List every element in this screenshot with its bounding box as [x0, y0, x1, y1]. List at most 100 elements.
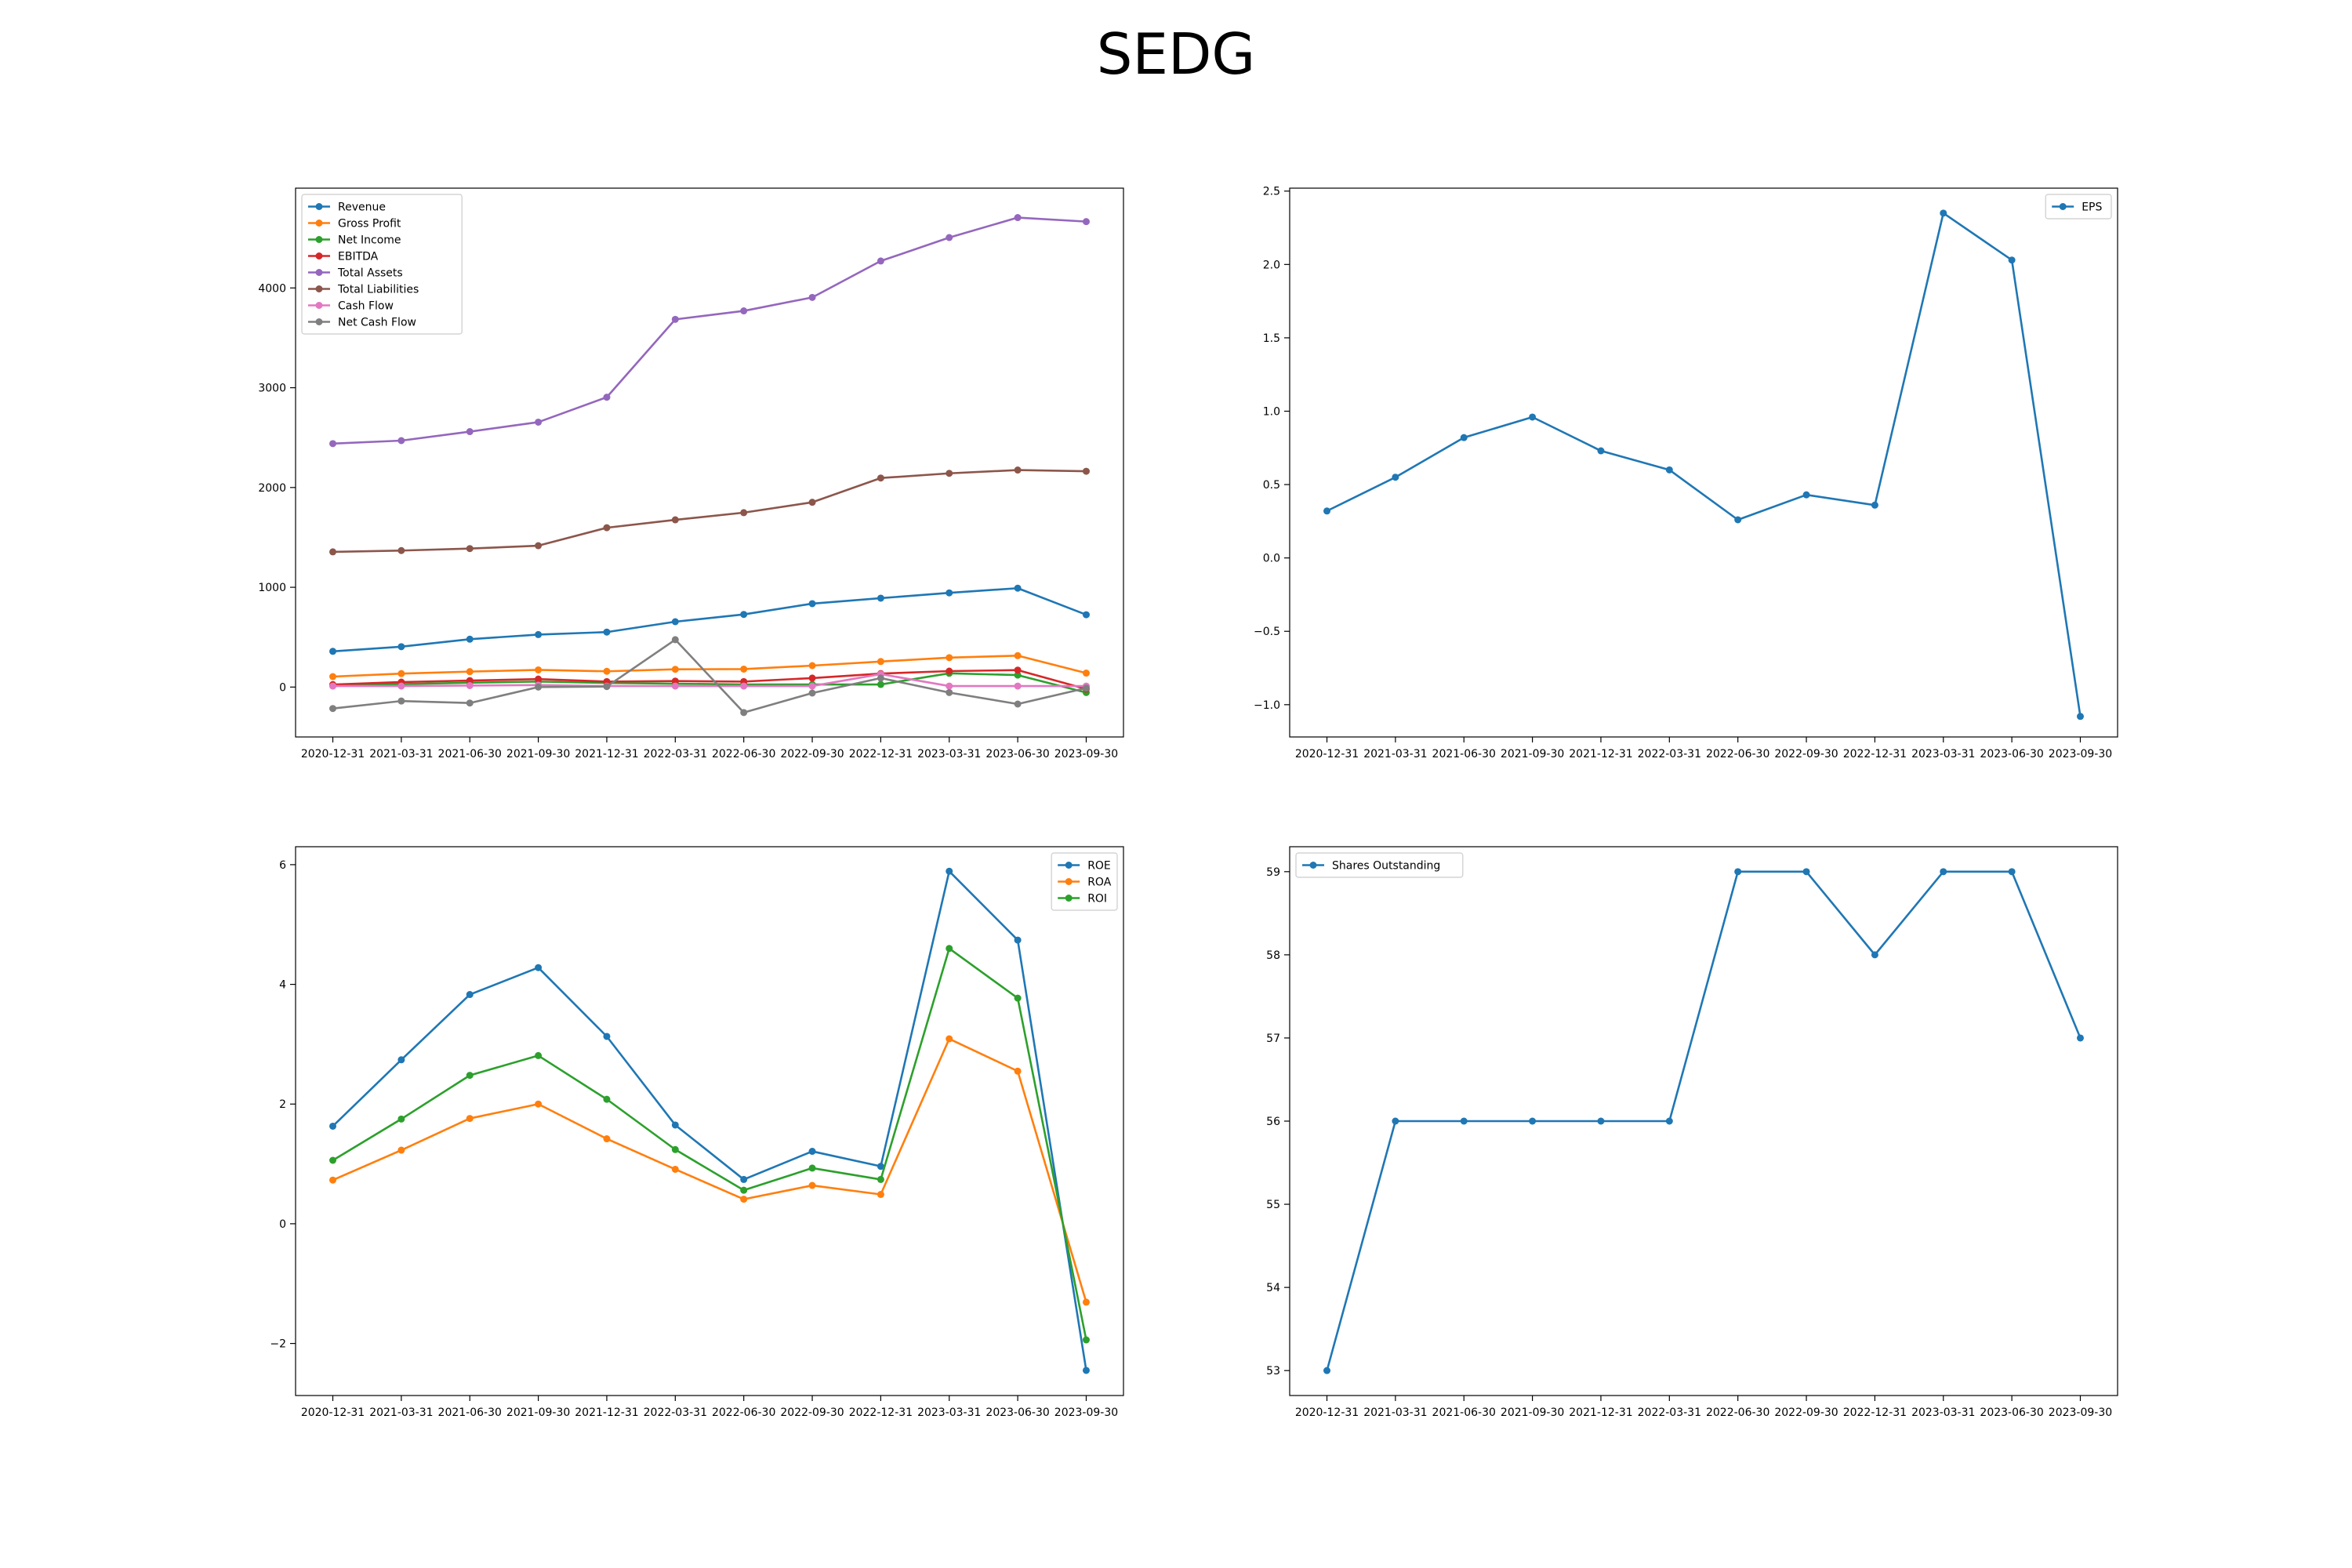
data-point	[808, 600, 816, 608]
data-point	[603, 1095, 611, 1103]
y-tick-label: 3000	[258, 383, 286, 395]
charts-group: 2020-12-31 2021-03-31 2021-06-30 2021-09-30…	[258, 186, 2118, 1419]
data-point	[671, 636, 679, 644]
data-point	[466, 635, 474, 643]
data-point	[877, 257, 884, 265]
legend-label: Cash Flow	[338, 300, 394, 313]
x-tick-label: 2023-03-31	[1911, 748, 1975, 760]
data-point	[466, 1115, 474, 1123]
data-point	[1082, 467, 1090, 475]
series-line	[332, 586, 1087, 653]
legend-marker	[315, 285, 323, 292]
data-point	[535, 666, 543, 673]
data-point	[329, 705, 337, 713]
data-point	[946, 688, 953, 696]
data-point	[808, 1148, 816, 1156]
data-point	[397, 697, 405, 705]
data-point	[1392, 1117, 1399, 1125]
data-point	[740, 682, 748, 690]
data-point	[1597, 447, 1605, 455]
data-point	[329, 1122, 337, 1130]
x-tick-label: 2021-09-30	[1501, 1406, 1564, 1419]
data-point	[1082, 1298, 1090, 1306]
series-shares-outstanding	[1323, 868, 2084, 1374]
y-tick-label: 56	[1266, 1116, 1280, 1128]
data-point	[603, 667, 611, 675]
legend-label: Net Income	[338, 234, 401, 247]
y-tick-label: 1.0	[1263, 405, 1280, 418]
chart-panel-1: 2020-12-31 2021-03-31 2021-06-30 2021-09-30…	[258, 187, 1124, 760]
x-tick-label: 2020-12-31	[1295, 1406, 1359, 1419]
x-tick-label: 2021-06-30	[438, 748, 502, 760]
data-point	[808, 499, 816, 506]
data-point	[946, 682, 953, 690]
data-point	[466, 991, 474, 999]
y-tick-label: 54	[1266, 1282, 1280, 1294]
data-point	[740, 307, 748, 315]
data-point	[808, 1164, 816, 1172]
data-point	[946, 654, 953, 662]
data-point	[740, 1196, 748, 1203]
x-tick-label: 2021-06-30	[1432, 1406, 1496, 1419]
y-tick-label: −1.0	[1254, 699, 1280, 712]
legend-marker	[1065, 895, 1073, 902]
legend-marker	[315, 236, 323, 243]
data-point	[671, 677, 679, 685]
y-tick-label: 53	[1266, 1365, 1280, 1377]
data-point	[466, 1072, 474, 1080]
data-point	[1014, 1067, 1022, 1075]
y-tick-label: 55	[1266, 1199, 1280, 1211]
y-tick-label: 0.0	[1263, 553, 1280, 565]
x-tick-label: 2021-03-31	[369, 748, 433, 760]
legend-label: ROE	[1087, 860, 1111, 873]
data-point	[877, 474, 884, 482]
legend-marker	[315, 318, 323, 325]
data-point	[1082, 1367, 1090, 1374]
legend-label: EPS	[2082, 201, 2102, 214]
data-point	[329, 673, 337, 681]
data-point	[808, 689, 816, 697]
data-point	[1665, 1117, 1673, 1125]
data-point	[397, 643, 405, 651]
y-tick-label: 0	[279, 1218, 286, 1231]
data-point	[671, 1165, 679, 1173]
data-point	[2008, 868, 2016, 876]
y-tick-label: 4000	[258, 282, 286, 295]
x-tick-label: 2023-06-30	[1980, 1406, 2043, 1419]
data-point	[808, 682, 816, 690]
data-point	[535, 418, 543, 426]
data-point	[2076, 713, 2084, 720]
x-tick-label: 2021-12-31	[1569, 1406, 1632, 1419]
y-tick-label: −2	[270, 1338, 286, 1351]
x-tick-label: 2022-06-30	[1706, 748, 1769, 760]
series-gross-profit	[329, 652, 1090, 681]
data-point	[397, 1115, 405, 1123]
x-tick-label: 2023-03-31	[1911, 1406, 1975, 1419]
data-point	[329, 1176, 337, 1184]
x-tick-label: 2020-12-31	[301, 748, 365, 760]
data-point	[397, 682, 405, 690]
data-point	[671, 516, 679, 524]
data-point	[2008, 256, 2016, 264]
data-point	[1802, 491, 1810, 499]
x-tick-label: 2022-06-30	[1706, 1406, 1769, 1419]
data-point	[603, 524, 611, 532]
data-point	[1665, 466, 1673, 474]
series-roi	[329, 945, 1090, 1344]
x-tick-label: 2023-03-31	[917, 748, 981, 760]
x-tick-label: 2022-12-31	[1843, 748, 1907, 760]
legend: EPS	[2045, 194, 2112, 220]
legend-marker	[315, 220, 323, 227]
legend: Revenue Gross Profit Net Income EBITDA Total…	[301, 194, 463, 335]
data-point	[397, 437, 405, 445]
legend-marker	[1309, 862, 1317, 869]
x-tick-label: 2021-12-31	[575, 1406, 638, 1419]
x-tick-label: 2021-09-30	[506, 748, 570, 760]
legend: Shares Outstanding	[1295, 852, 1464, 878]
data-point	[466, 545, 474, 553]
y-tick-label: 57	[1266, 1033, 1280, 1045]
chart-panel-2: 2020-12-31 2021-03-31 2021-06-30 2021-09-30…	[1254, 186, 2118, 760]
x-tick-label: 2022-03-31	[644, 748, 707, 760]
x-tick-label: 2022-09-30	[780, 1406, 844, 1419]
y-tick-label: 1000	[258, 582, 286, 594]
